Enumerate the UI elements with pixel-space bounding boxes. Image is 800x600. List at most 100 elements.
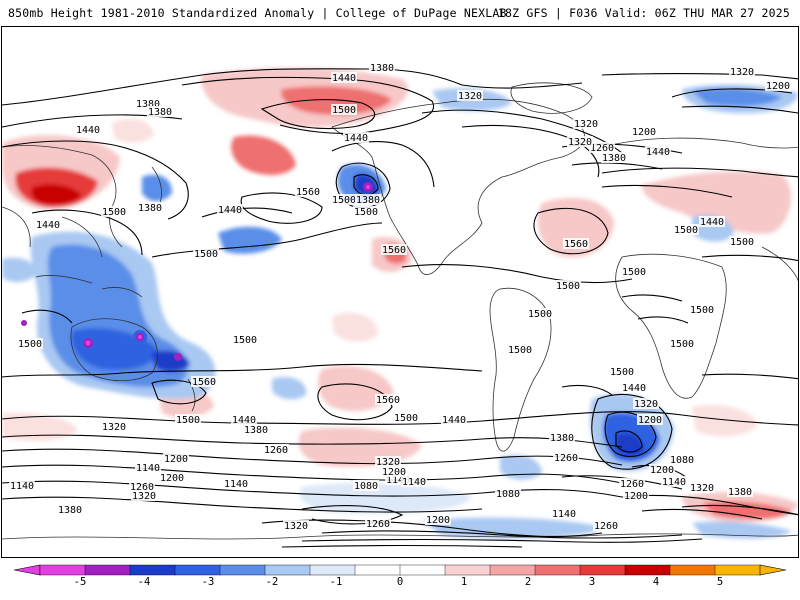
anomaly-negative-ne-core — [692, 88, 782, 107]
coast-antarctica — [2, 533, 798, 540]
contour-label: 1320 — [730, 67, 754, 78]
contour-label-bg — [295, 186, 321, 197]
anomaly-positive-s-pacific — [317, 366, 394, 411]
contour-label: 1440 — [622, 383, 646, 394]
contour-1440-eu — [601, 167, 798, 178]
contour-1140-s2 — [261, 519, 603, 538]
contour-1500-tropics — [2, 363, 483, 378]
anomaly-negative-sp — [272, 376, 307, 400]
contour-label: 1560 — [192, 377, 216, 388]
anomaly-positive-sa-east — [692, 405, 758, 437]
contour-label: 1260 — [366, 519, 390, 530]
contour-label: 1200 — [426, 515, 450, 526]
contour-label: 1320 — [634, 399, 658, 410]
run-valid-time: 18Z GFS | F036 Valid: 06Z THU MAR 27 202… — [497, 6, 790, 20]
colorbar-segment — [264, 564, 311, 576]
contour-label: 1380 — [58, 505, 82, 516]
contour-label-bg — [147, 106, 173, 117]
contour-label: 1560 — [296, 187, 320, 198]
colorbar-segment — [219, 564, 266, 576]
contour-1320-s2 — [281, 544, 523, 548]
contour-label-bg — [101, 421, 127, 432]
contour-label-bg — [441, 414, 467, 425]
contour-label-bg — [633, 398, 659, 409]
contour-1260-s — [2, 464, 623, 484]
anomaly-negative-central-pacific — [218, 226, 282, 254]
contour-label-bg — [75, 124, 101, 135]
coastlines — [2, 82, 798, 540]
contour-label: 1200 — [650, 465, 674, 476]
contour-label-bg — [589, 142, 615, 153]
colorbar-tick-label: -3 — [201, 576, 215, 588]
contour-ind-ocean — [21, 309, 73, 324]
contour-label-bg — [35, 219, 61, 230]
colorbar-tick-label: 0 — [396, 576, 404, 588]
anomaly-positive-siberia-core2 — [31, 184, 82, 205]
contour-label: 1320 — [284, 521, 308, 532]
contour-1260-eu — [571, 162, 663, 170]
contour-label: 1140 — [662, 477, 686, 488]
coast-south-america — [489, 287, 552, 452]
contour-label-bg — [507, 344, 533, 355]
contour-label: 1140 — [402, 477, 426, 488]
anomaly-positive-s-pacific2 — [332, 312, 378, 342]
colorbar-tick-label: 1 — [460, 576, 468, 588]
contour-label: 1140 — [224, 479, 248, 490]
contour-1200-ne — [671, 88, 798, 114]
contour-1440-north — [181, 76, 435, 135]
contour-1380-na — [421, 109, 623, 154]
contour-label: 1500 — [233, 335, 257, 346]
anomaly-positive-alaska — [231, 135, 296, 175]
coast-north-america — [331, 98, 585, 275]
contour-label: 1500 — [332, 105, 356, 116]
colorbar: -5 -4 -3 -2 -1 0 1 2 3 4 5 — [0, 562, 800, 600]
contour-label-bg — [263, 444, 289, 455]
contour-label: 1440 — [232, 415, 256, 426]
contour-label: 1440 — [332, 73, 356, 84]
contour-label-bg — [381, 466, 407, 477]
contour-label: 1380 — [148, 107, 172, 118]
contour-label-bg — [243, 424, 269, 435]
contour-label: 1380 — [136, 99, 160, 110]
contour-label: 1500 — [102, 207, 126, 218]
contour-label-bg — [573, 118, 599, 129]
contour-label: 1320 — [102, 422, 126, 433]
contour-label: 1380 — [138, 203, 162, 214]
contour-label: 1140 — [136, 463, 160, 474]
contour-label-bg — [645, 146, 671, 157]
colorbar-segment — [444, 564, 491, 576]
contour-label-bg — [17, 338, 43, 349]
contour-1500-sa — [561, 373, 798, 396]
colorbar-segment — [309, 564, 356, 576]
contour-label: 1500 — [194, 249, 218, 260]
contour-label-bg — [355, 194, 381, 205]
contour-label-bg — [689, 482, 715, 493]
anomaly-negative-south-american — [500, 454, 542, 480]
colorbar-segment — [354, 564, 401, 576]
contour-label-bg — [555, 280, 581, 291]
contour-label: 1380 — [356, 195, 380, 206]
contour-label: 1500 — [528, 309, 552, 320]
contour-label-bg — [193, 248, 219, 259]
colorbar-segment — [624, 564, 671, 576]
contour-label: 1260 — [264, 445, 288, 456]
contour-label: 1500 — [354, 207, 378, 218]
contour-label-bg — [699, 216, 725, 227]
contour-label-bg — [401, 476, 427, 487]
contour-label: 1380 — [550, 433, 574, 444]
colorbar-segment — [399, 564, 446, 576]
contour-label-bg — [601, 152, 627, 163]
coast-arabia-india — [761, 246, 798, 282]
contour-label: 1080 — [354, 481, 378, 492]
contour-1320-ne — [601, 72, 798, 80]
contour-label-bg — [191, 376, 217, 387]
extreme-low-markers — [21, 182, 373, 361]
coast-australia — [70, 318, 158, 382]
contour-label: 1560 — [382, 245, 406, 256]
contour-1500-eu — [701, 254, 798, 262]
contour-label: 1500 — [394, 413, 418, 424]
contour-label-bg — [353, 480, 379, 491]
anomaly-positive-india — [112, 119, 154, 143]
anomaly-negative-west-edge — [2, 257, 36, 282]
